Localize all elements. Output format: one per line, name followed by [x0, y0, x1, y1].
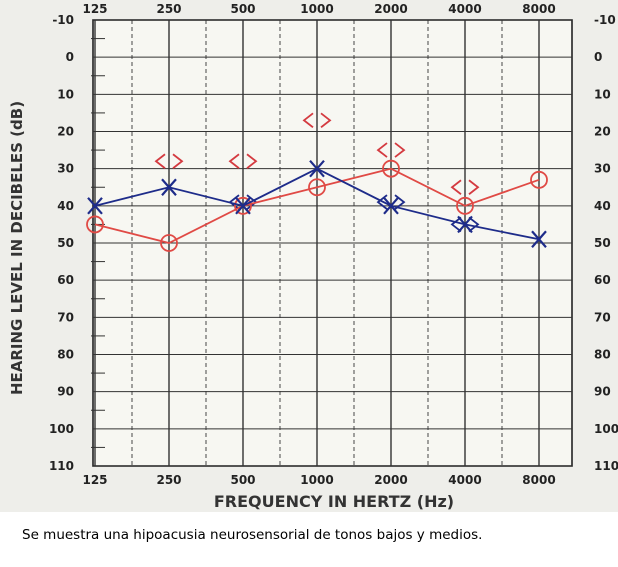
y-tick-label-right: 60: [594, 273, 611, 287]
y-tick-label-left: 20: [57, 125, 74, 139]
y-tick-label-right: 10: [594, 87, 611, 101]
left-ear-x-marker: [87, 197, 103, 215]
bone-conduction-right-bracket: [320, 112, 332, 129]
left-ear-x-marker: [531, 230, 547, 249]
x-tick-label-top: 2000: [374, 2, 407, 16]
y-tick-label-left: 10: [57, 87, 74, 101]
right-ear-circle-marker: [456, 196, 474, 215]
x-tick-label-bottom: 4000: [448, 473, 481, 487]
left-ear-x-marker: [309, 159, 325, 178]
bone-conduction-left-bracket: [450, 216, 462, 233]
audiogram-chart: 1251252502505005001000100020002000400040…: [8, 2, 618, 511]
left-ear-x-marker: [235, 197, 251, 215]
y-tick-label-right: 0: [594, 50, 602, 64]
bone-conduction-right-bracket: [468, 216, 480, 233]
right-ear-circle-marker: [530, 170, 548, 189]
right-ear-circle-marker: [308, 178, 326, 197]
bone-conduction-left-bracket: [302, 112, 314, 129]
y-tick-label-right: 90: [594, 385, 611, 399]
x-tick-label-bottom: 500: [230, 473, 255, 487]
y-tick-label-right: 70: [594, 310, 611, 324]
y-tick-label-right: 30: [594, 162, 611, 176]
bone-conduction-left-bracket: [228, 153, 240, 169]
x-tick-label-bottom: 125: [82, 473, 107, 487]
x-tick-label-top: 4000: [448, 2, 481, 16]
y-tick-label-right: 40: [594, 199, 611, 213]
x-tick-label-top: 8000: [522, 2, 555, 16]
right-ear-circle-marker: [382, 159, 400, 178]
x-tick-label-top: 125: [82, 2, 107, 16]
x-axis-title: FREQUENCY IN HERTZ (Hz): [214, 492, 454, 511]
y-tick-label-right: 50: [594, 236, 611, 250]
y-tick-label-left: 0: [66, 50, 74, 64]
x-tick-label-bottom: 8000: [522, 473, 555, 487]
x-tick-label-top: 250: [156, 2, 181, 16]
y-tick-label-left: 40: [57, 199, 74, 213]
y-tick-label-left: 70: [57, 310, 74, 324]
x-tick-label-top: 1000: [300, 2, 333, 16]
left-ear-x-marker: [161, 178, 177, 196]
y-tick-label-left: 30: [57, 162, 74, 176]
bone-conduction-left-bracket: [450, 179, 462, 195]
caption: Se muestra una hipoacusia neurosensorial…: [22, 527, 483, 543]
y-tick-label-left: 60: [57, 273, 74, 287]
right-ear-circle-marker: [86, 215, 104, 234]
series-line: [94, 167, 540, 244]
right-ear-circle-marker: [160, 234, 178, 252]
bone-conduction-right-bracket: [394, 142, 406, 158]
y-axis-title: HEARING LEVEL IN DECIBELES (dB): [8, 101, 26, 395]
y-tick-label-left: 110: [49, 459, 74, 473]
y-tick-label-left: 50: [57, 236, 74, 250]
bone-conduction-left-bracket: [376, 142, 388, 158]
y-tick-label-left: -10: [52, 13, 74, 27]
x-tick-label-bottom: 250: [156, 473, 181, 487]
y-tick-label-right: 20: [594, 125, 611, 139]
left-ear-x-marker: [457, 215, 473, 234]
x-tick-label-bottom: 2000: [374, 473, 407, 487]
y-tick-label-left: 100: [49, 422, 74, 436]
bone-conduction-right-bracket: [172, 153, 184, 169]
x-tick-label-top: 500: [230, 2, 255, 16]
y-tick-label-right: -10: [594, 13, 616, 27]
y-tick-label-left: 80: [57, 348, 74, 362]
y-tick-label-right: 100: [594, 422, 618, 436]
y-tick-label-right: 110: [594, 459, 618, 473]
bone-conduction-left-bracket: [154, 153, 166, 169]
right-ear-circle-marker: [234, 196, 252, 215]
y-tick-label-left: 90: [57, 385, 74, 399]
bone-conduction-left-bracket: [376, 194, 388, 210]
bone-conduction-right-bracket: [246, 153, 258, 169]
y-tick-label-right: 80: [594, 348, 611, 362]
bone-conduction-right-bracket: [468, 179, 480, 195]
x-tick-label-bottom: 1000: [300, 473, 333, 487]
left-ear-x-marker: [383, 197, 399, 215]
